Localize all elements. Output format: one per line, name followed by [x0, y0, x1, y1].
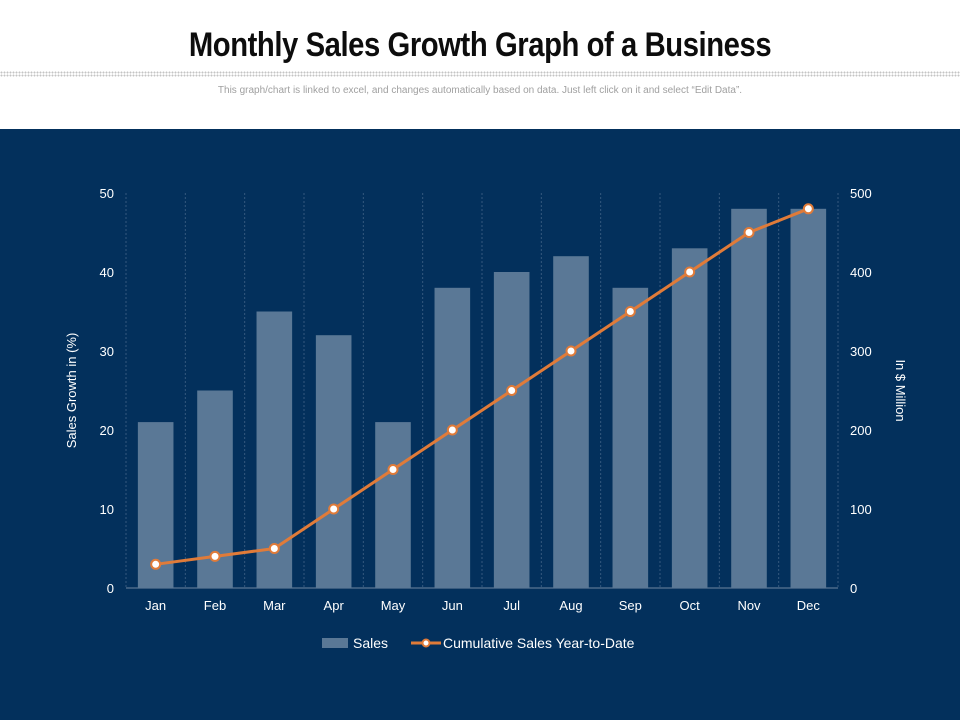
line-point-sep	[624, 306, 636, 317]
x-tick-label: May	[381, 598, 406, 613]
x-tick-label: Apr	[324, 598, 345, 613]
y-tick-label-right: 400	[850, 265, 872, 280]
line-point-mar	[268, 543, 280, 554]
line-point-oct	[684, 266, 696, 278]
legend-sales-label: Sales	[353, 635, 388, 651]
x-tick-label: Jan	[145, 598, 166, 613]
legend-sales-swatch	[322, 638, 348, 648]
bar-may	[375, 422, 411, 588]
bar-dec	[790, 208, 827, 589]
x-tick-label: Jul	[503, 598, 520, 613]
line-point-apr	[328, 503, 340, 515]
y-tick-label-left: 30	[100, 344, 114, 359]
bar-jul	[493, 272, 530, 588]
x-tick-label: Jun	[442, 598, 463, 613]
x-tick-label: Sep	[619, 598, 642, 613]
page-subtitle: This graph/chart is linked to excel, and…	[217, 85, 743, 96]
y-tick-label-right: 200	[850, 423, 872, 438]
line-point-jun	[446, 424, 458, 436]
y-tick-label-right: 300	[850, 344, 872, 359]
line-point-jan	[150, 558, 162, 570]
y-tick-label-left: 20	[100, 423, 114, 438]
x-tick-label: Oct	[680, 598, 701, 613]
y-tick-label-right: 500	[850, 186, 872, 201]
page-title: Monthly Sales Growth Graph of a Business	[188, 26, 772, 64]
chart-panel: 0 10 20 30 40 50 0 100 200 300 400 500 Jan Feb Mar Apr M…	[0, 129, 960, 720]
y-tick-label-right: 100	[850, 502, 872, 517]
bar-apr	[315, 335, 352, 588]
cumulative-sales-line	[155, 207, 809, 566]
y-axis-label-left: Sales Growth in (%)	[64, 333, 79, 449]
line-point-nov	[743, 227, 755, 238]
line-point-aug	[565, 345, 577, 357]
line-point-jul	[506, 385, 518, 396]
y-tick-label-left: 10	[100, 502, 114, 517]
y-tick-label-left: 40	[100, 265, 114, 280]
bar-nov	[731, 208, 767, 589]
x-tick-label: Nov	[737, 598, 761, 613]
y-axis-label-right: In $ Million	[893, 359, 908, 421]
dotted-divider	[0, 71, 960, 77]
line-point-dec	[802, 203, 814, 215]
x-tick-label: Aug	[559, 598, 582, 613]
x-tick-label: Mar	[263, 598, 286, 613]
legend-line-marker	[421, 638, 431, 648]
y-tick-label-left: 50	[100, 186, 114, 201]
y-tick-label-right: 0	[850, 581, 857, 596]
bar-aug	[553, 256, 589, 588]
x-tick-label: Feb	[204, 598, 226, 613]
x-tick-label: Dec	[797, 598, 821, 613]
bar-oct	[671, 248, 708, 589]
bar-sep	[612, 287, 649, 588]
legend-cumulative-label: Cumulative Sales Year-to-Date	[443, 635, 635, 651]
line-point-feb	[209, 550, 221, 562]
y-tick-label-left: 0	[107, 581, 114, 596]
line-point-may	[387, 464, 399, 475]
